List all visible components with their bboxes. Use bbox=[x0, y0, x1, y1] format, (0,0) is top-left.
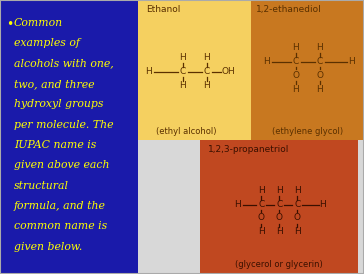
Text: H: H bbox=[179, 53, 186, 62]
Text: H: H bbox=[203, 81, 210, 90]
Text: two, and three: two, and three bbox=[14, 79, 95, 89]
Text: H: H bbox=[145, 67, 152, 76]
Text: C: C bbox=[179, 67, 186, 76]
Text: C: C bbox=[292, 58, 299, 67]
Text: O: O bbox=[258, 213, 265, 222]
Text: H: H bbox=[292, 84, 299, 93]
Text: (ethyl alcohol): (ethyl alcohol) bbox=[157, 127, 217, 136]
Text: O: O bbox=[316, 70, 323, 79]
Text: structural: structural bbox=[14, 181, 69, 191]
Text: C: C bbox=[203, 67, 210, 76]
Text: H: H bbox=[258, 227, 265, 236]
Text: H: H bbox=[276, 186, 283, 195]
Bar bbox=[138, 140, 201, 274]
Text: H: H bbox=[294, 186, 301, 195]
Text: H: H bbox=[276, 227, 283, 236]
Text: H: H bbox=[203, 53, 210, 62]
Text: H: H bbox=[234, 200, 241, 209]
Text: given below.: given below. bbox=[14, 242, 82, 252]
Text: Common: Common bbox=[14, 18, 63, 28]
Text: O: O bbox=[276, 213, 283, 222]
Text: O: O bbox=[294, 213, 301, 222]
Text: O: O bbox=[292, 70, 299, 79]
Text: Ethanol: Ethanol bbox=[146, 5, 181, 14]
Text: per molecule. The: per molecule. The bbox=[14, 120, 114, 130]
Text: H: H bbox=[292, 44, 299, 53]
Text: H: H bbox=[258, 186, 265, 195]
Text: H: H bbox=[316, 44, 323, 53]
Text: IUPAC name is: IUPAC name is bbox=[14, 140, 96, 150]
Text: H: H bbox=[294, 227, 301, 236]
Text: hydroxyl groups: hydroxyl groups bbox=[14, 99, 103, 109]
Text: examples of: examples of bbox=[14, 38, 80, 48]
Text: •: • bbox=[6, 18, 13, 31]
Text: common name is: common name is bbox=[14, 221, 107, 231]
Text: H: H bbox=[263, 58, 270, 67]
Text: C: C bbox=[276, 200, 282, 209]
Bar bbox=[251, 0, 364, 140]
Text: formula, and the: formula, and the bbox=[14, 201, 106, 211]
Bar bbox=[138, 0, 251, 140]
Text: 1,2-ethanediol: 1,2-ethanediol bbox=[256, 5, 322, 14]
Text: OH: OH bbox=[222, 67, 236, 76]
Bar bbox=[358, 140, 364, 274]
Text: C: C bbox=[258, 200, 265, 209]
Text: (glycerol or glycerin): (glycerol or glycerin) bbox=[236, 260, 323, 269]
Text: given above each: given above each bbox=[14, 160, 110, 170]
Bar bbox=[201, 140, 358, 274]
Bar bbox=[0, 0, 138, 274]
Text: C: C bbox=[316, 58, 323, 67]
Text: alcohols with one,: alcohols with one, bbox=[14, 59, 114, 69]
Text: H: H bbox=[316, 84, 323, 93]
Text: (ethylene glycol): (ethylene glycol) bbox=[272, 127, 343, 136]
Text: H: H bbox=[179, 81, 186, 90]
Text: H: H bbox=[348, 58, 355, 67]
Text: C: C bbox=[294, 200, 301, 209]
Text: 1,2,3-propanetriol: 1,2,3-propanetriol bbox=[208, 145, 290, 154]
Text: H: H bbox=[319, 200, 326, 209]
